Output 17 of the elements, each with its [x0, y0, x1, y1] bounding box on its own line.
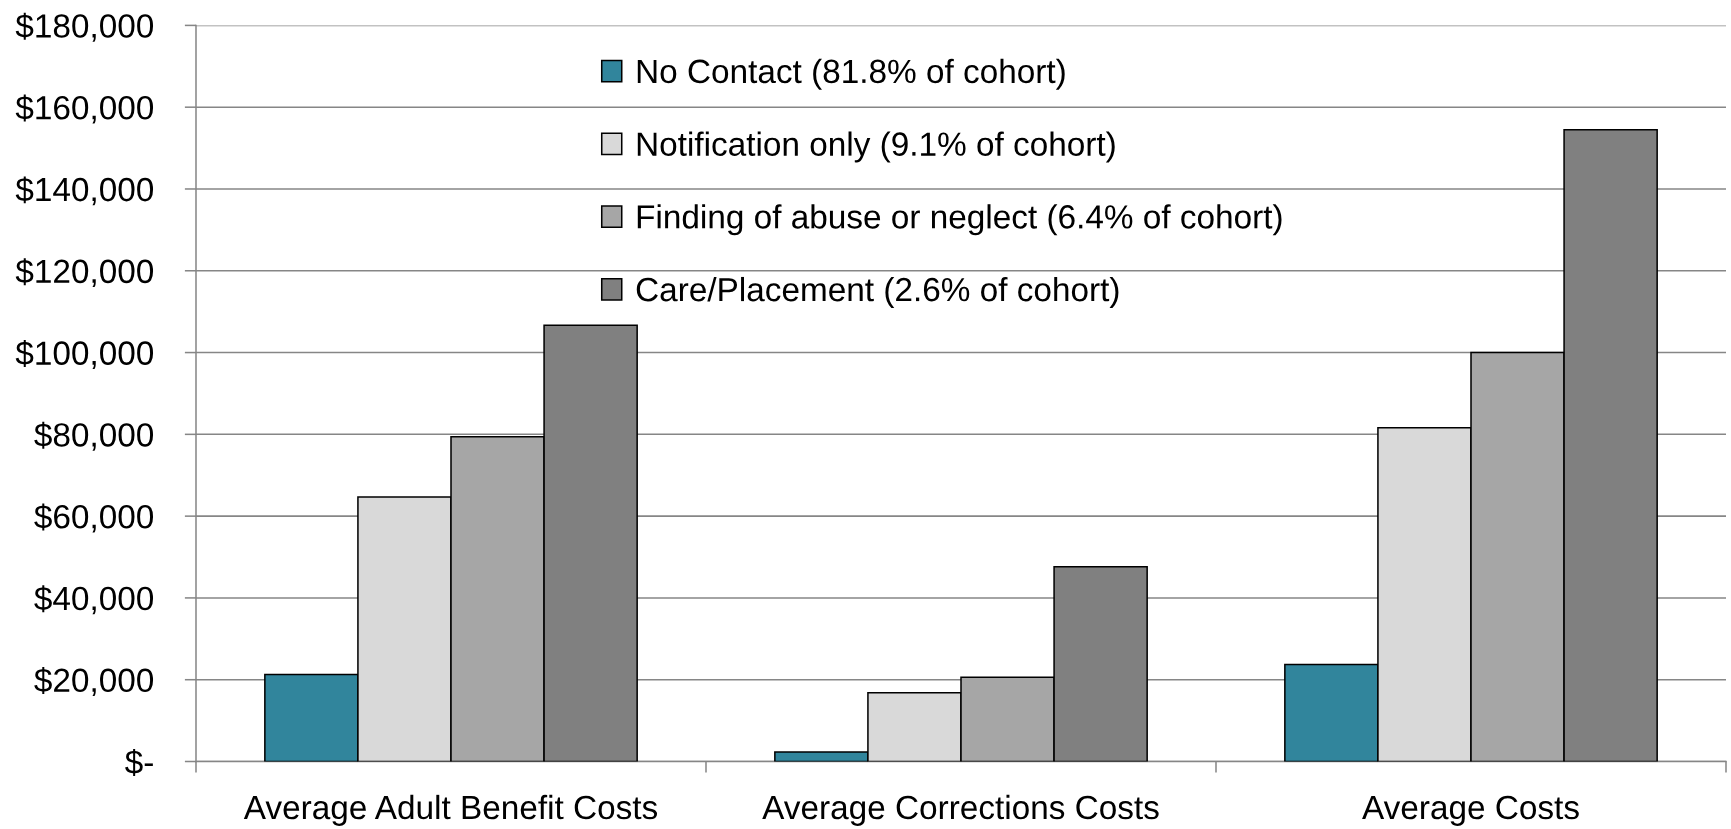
y-tick-label: $20,000 [34, 667, 154, 697]
legend-label: Care/Placement (2.6% of cohort) [636, 276, 1119, 309]
y-tick-label: $- [125, 748, 153, 776]
y-tick-label: $140,000 [15, 176, 154, 206]
x-tick-label: Average Adult Benefit Costs [243, 794, 658, 826]
x-tick-label: Average Corrections Costs [762, 794, 1159, 826]
y-tick-label: $60,000 [34, 503, 154, 533]
legend-label: Finding of abuse or neglect (6.4% of cohort) [637, 204, 1282, 236]
y-tick-label: $180,000 [15, 12, 154, 42]
legend-label: Notification only (9.1% of cohort) [637, 131, 1115, 163]
y-tick-label: $80,000 [34, 421, 154, 451]
x-tick-label: Average Costs [1362, 795, 1579, 826]
y-tick-label: $100,000 [15, 339, 154, 369]
y-tick-label: $40,000 [34, 585, 154, 615]
y-tick-label: $160,000 [15, 94, 154, 124]
legend-label: No Contact (81.8% of cohort) [637, 58, 1065, 90]
y-tick-label: $120,000 [15, 258, 154, 288]
